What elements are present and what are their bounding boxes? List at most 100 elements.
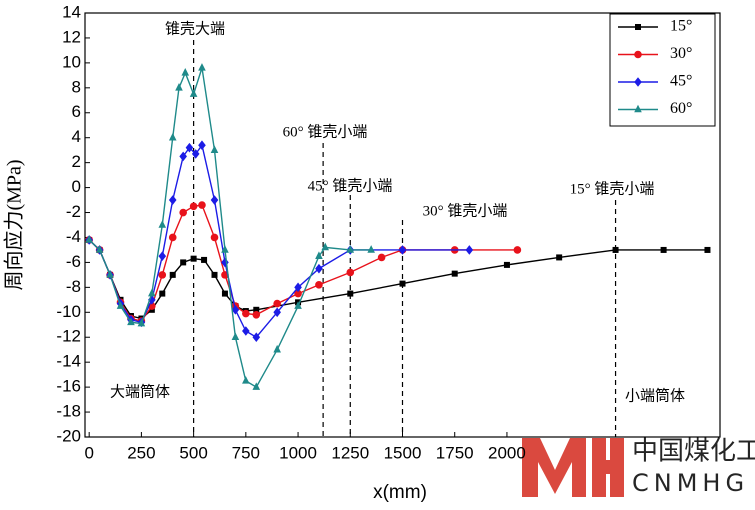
marker [181, 68, 190, 76]
legend-label: 30° [670, 45, 692, 62]
marker [399, 280, 406, 287]
marker [159, 290, 166, 297]
marker [231, 332, 240, 341]
y-tick-label: -12 [56, 327, 81, 346]
marker [189, 89, 198, 97]
x-tick-label: 1250 [331, 443, 369, 462]
marker [273, 307, 281, 318]
series-line [88, 143, 470, 339]
annotation-label: 15° 锥壳小端 [570, 180, 655, 197]
marker [465, 245, 474, 255]
marker [168, 132, 177, 141]
marker [180, 259, 187, 266]
marker [158, 251, 167, 261]
marker [660, 246, 667, 253]
legend-label: 15° [670, 18, 692, 35]
series-line [88, 67, 372, 389]
marker [168, 233, 177, 242]
marker [252, 382, 261, 390]
y-axis-label: 周向应力(MPa) [3, 159, 26, 290]
marker [169, 271, 176, 278]
annotation-label: 30° 锥壳小端 [423, 202, 508, 219]
watermark: 中国煤化工 CNMHG [522, 437, 755, 497]
annotation-label: 45° 锥壳小端 [308, 177, 393, 194]
marker [221, 257, 229, 268]
x-axis-label: x(mm) [373, 482, 427, 503]
marker [242, 309, 250, 318]
x-tick-label: 1750 [436, 443, 474, 462]
logo-h [592, 438, 624, 497]
marker [252, 310, 261, 319]
marker [346, 245, 355, 253]
marker [158, 271, 167, 279]
y-tick-label: 10 [62, 52, 81, 71]
y-tick-label: 14 [62, 2, 81, 21]
marker [179, 208, 187, 217]
annotation-label: 锥壳大端 [165, 20, 225, 37]
marker [294, 301, 302, 309]
y-tick-label: 8 [72, 77, 81, 96]
marker [198, 63, 206, 71]
marker [315, 263, 323, 274]
watermark-en: CNMHG [632, 469, 749, 497]
marker [185, 142, 194, 153]
marker [116, 301, 125, 309]
marker [634, 104, 642, 113]
y-tick-label: 12 [62, 27, 81, 46]
marker [210, 195, 219, 205]
marker [315, 281, 323, 289]
region-label: 小端筒体 [625, 387, 685, 404]
y-tick-label: 6 [72, 102, 81, 121]
marker [367, 245, 375, 253]
marker [210, 233, 219, 242]
y-tick-label: -20 [56, 426, 81, 445]
marker [273, 344, 281, 353]
y-tick-label: 0 [72, 177, 81, 196]
marker [635, 24, 641, 30]
marker [612, 246, 619, 253]
marker [242, 326, 250, 336]
marker [168, 195, 177, 205]
region-label: 大端筒体 [110, 383, 170, 400]
legend-label: 45° [670, 73, 692, 90]
y-tick-label: 2 [72, 152, 81, 171]
marker [210, 145, 219, 153]
x-tick-label: 0 [84, 443, 93, 462]
marker [242, 376, 250, 384]
marker [346, 268, 355, 277]
marker [201, 256, 208, 263]
marker [221, 290, 228, 297]
marker [252, 332, 261, 343]
marker [321, 242, 330, 251]
marker [190, 255, 197, 262]
marker [398, 245, 407, 255]
marker [634, 77, 642, 87]
x-tick-label: 500 [179, 443, 207, 462]
annotation-label: 60° 锥壳小端 [283, 123, 368, 140]
marker [253, 306, 260, 313]
marker [175, 83, 183, 91]
marker [231, 305, 240, 315]
marker [198, 140, 206, 150]
marker [95, 245, 104, 253]
marker [315, 251, 323, 259]
logo-m [522, 438, 586, 497]
y-tick-label: -4 [66, 227, 81, 246]
marker [191, 149, 200, 159]
marker [634, 50, 642, 59]
legend-box [609, 13, 716, 127]
marker [137, 318, 146, 327]
watermark-cn: 中国煤化工 [632, 437, 755, 467]
y-tick-label: -2 [66, 202, 81, 221]
x-tick-label: 1500 [384, 443, 422, 462]
marker [158, 220, 167, 228]
y-tick-label: -6 [66, 252, 81, 271]
marker [513, 246, 522, 254]
marker [179, 151, 187, 162]
marker [294, 282, 302, 293]
y-tick-label: -8 [66, 277, 81, 296]
y-tick-label: -14 [56, 352, 81, 371]
marker [347, 290, 354, 297]
